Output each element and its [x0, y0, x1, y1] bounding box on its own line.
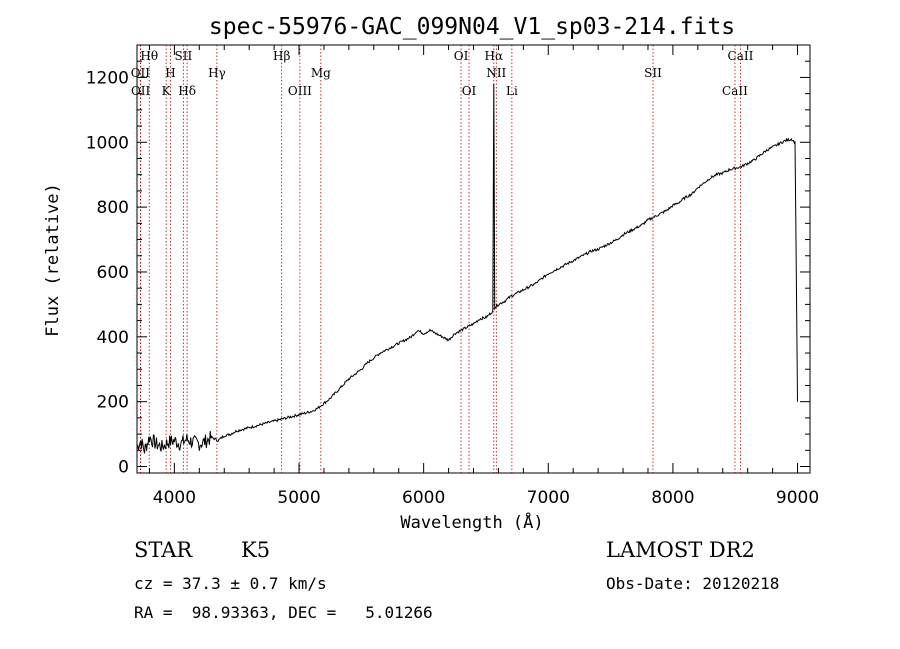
survey-name: LAMOST DR2	[606, 538, 755, 562]
x-axis-label: Wavelength (Å)	[400, 511, 543, 533]
velocity-readout: cz = 37.3 ± 0.7 km/s	[134, 574, 327, 593]
y-axis-label: Flux (relative)	[43, 183, 63, 337]
line-marker-label: NII	[486, 66, 506, 80]
plot-area: HθOIIOIIHKSIIHδHγHβMgOIIIOIOIHαNIILiSIIC…	[86, 44, 819, 508]
line-marker-label: CaII	[728, 49, 754, 63]
x-tick-label: 4000	[153, 488, 196, 508]
line-marker-label: K	[162, 84, 172, 98]
chart-title: spec-55976-GAC_099N04_V1_sp03-214.fits	[209, 14, 735, 40]
y-tick-label: 800	[97, 198, 129, 218]
line-marker-label: SII	[644, 66, 662, 80]
line-marker-label: Hβ	[273, 49, 290, 63]
spectrum-line	[136, 83, 798, 454]
line-marker-label: OIII	[288, 84, 312, 98]
x-tick-label: 5000	[277, 488, 320, 508]
line-marker-label: Hθ	[140, 49, 158, 63]
x-tick-label: 6000	[402, 488, 445, 508]
line-marker-label: CaII	[722, 84, 748, 98]
y-tick-label: 400	[97, 328, 129, 348]
line-marker-label: Hγ	[208, 66, 226, 80]
object-class: STAR	[134, 538, 193, 562]
line-marker-label: H	[165, 66, 175, 80]
line-marker-label: Li	[506, 84, 518, 98]
y-tick-label: 200	[97, 393, 129, 413]
x-tick-label: 7000	[527, 488, 570, 508]
line-marker-label: Hα	[485, 49, 504, 63]
line-marker-label: Mg	[311, 66, 331, 80]
x-tick-label: 8000	[651, 488, 694, 508]
line-marker-label: Hδ	[178, 84, 196, 98]
line-marker-label: OII	[131, 84, 151, 98]
observation-date: Obs-Date: 20120218	[606, 574, 780, 593]
y-tick-label: 1000	[86, 133, 129, 153]
y-tick-label: 1200	[86, 68, 129, 88]
y-tick-label: 0	[118, 458, 129, 478]
line-marker-label: SII	[175, 49, 193, 63]
line-marker-label: OI	[462, 84, 477, 98]
x-tick-label: 9000	[776, 488, 819, 508]
plot-frame	[136, 44, 811, 474]
spectral-subclass: K5	[241, 538, 271, 562]
line-marker-label: OI	[454, 49, 469, 63]
coordinates-readout: RA = 98.93363, DEC = 5.01266	[134, 603, 433, 622]
y-tick-label: 600	[97, 263, 129, 283]
